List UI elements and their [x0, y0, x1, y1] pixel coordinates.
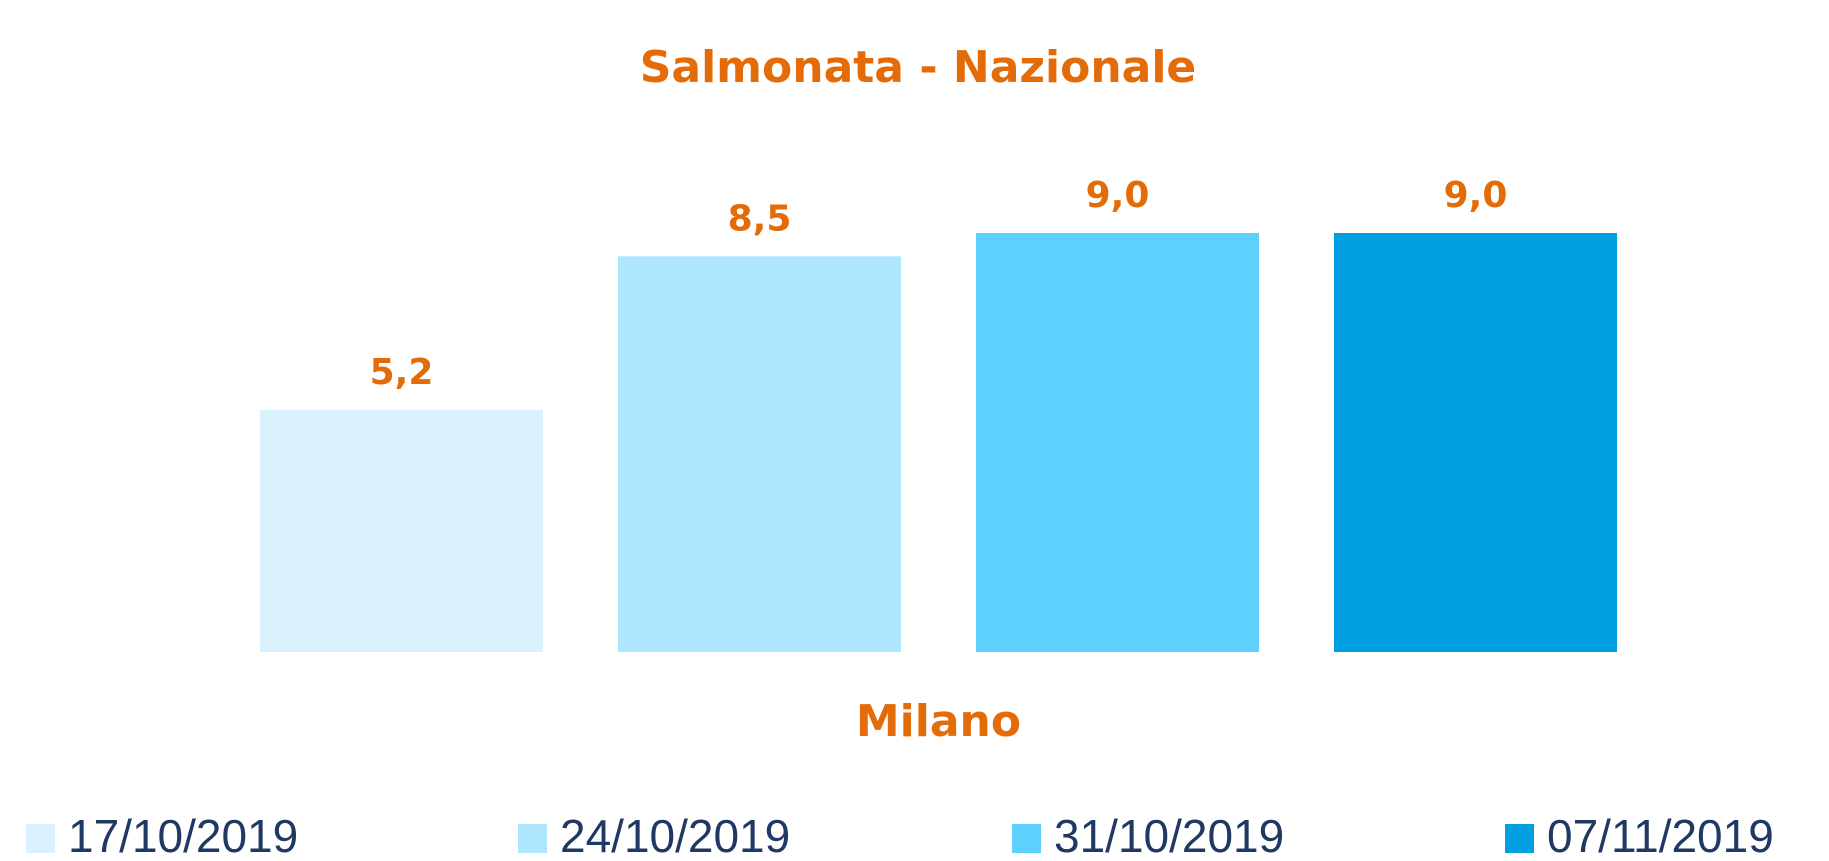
chart-title: Salmonata - Nazionale [640, 42, 1197, 93]
bar [618, 256, 901, 652]
legend-swatch [1012, 824, 1041, 853]
bar [260, 409, 543, 652]
legend-swatch [26, 824, 55, 853]
value-label: 5,2 [370, 352, 434, 393]
bar [976, 233, 1259, 652]
x-tick-label: Milano [856, 696, 1021, 747]
value-label: 8,5 [728, 198, 792, 239]
legend-label: 17/10/2019 [68, 810, 298, 861]
legend-label: 31/10/2019 [1054, 810, 1284, 861]
value-label: 9,0 [1086, 175, 1150, 216]
legend-swatch [518, 824, 547, 853]
legend-label: 07/11/2019 [1547, 810, 1774, 861]
value-label: 9,0 [1444, 175, 1508, 216]
legend-label: 24/10/2019 [560, 810, 790, 861]
legend-swatch [1505, 824, 1534, 853]
bar [1334, 233, 1617, 652]
